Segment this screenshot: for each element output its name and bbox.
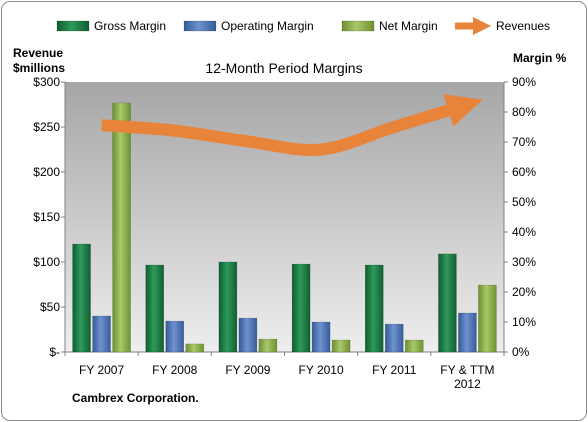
category-label-line: FY 2010 [299,363,344,377]
bar-operating-margin [238,317,258,353]
bar-gross-margin [365,264,384,353]
bar-operating-margin [458,312,477,353]
bar-net-margin [112,102,131,353]
category-label-line: FY & TTM [440,363,494,377]
right-tick-label: 50% [512,195,536,209]
category-label: FY 2008 [152,363,197,377]
bar-net-margin [185,343,204,353]
category-label-line: FY 2007 [79,363,124,377]
right-tick-label: 30% [512,255,536,269]
category-label-line: FY 2008 [152,363,197,377]
legend-label: Revenues [496,19,550,33]
legend-swatch-gross-margin [56,20,90,32]
left-tick-label: $300 [33,75,60,89]
bar-operating-margin [385,323,404,353]
left-axis-title-line: $millions [13,61,65,75]
category-label-line: FY 2011 [372,363,417,377]
category-label: FY 2010 [299,363,344,377]
bar-operating-margin [92,315,111,353]
left-tick-label: $50 [40,300,60,314]
axes: $- $50 $100 $150 $200 $250 $300 0% 10% 20% 30% 40% 5… [13,46,567,391]
legend-label: Net Margin [379,19,438,33]
category-label-line: FY 2009 [225,363,270,377]
bar-gross-margin [145,264,164,353]
bars [72,102,497,353]
legend-label: Operating Margin [221,19,314,33]
legend: Gross Margin Operating Margin Net Margin Re… [56,17,550,35]
left-axis-title: Revenue $millions [13,46,65,75]
bar-net-margin [405,339,424,353]
revenue-line-path [101,94,483,156]
legend-swatch-net-margin [341,20,375,32]
left-tick-label: $250 [33,120,60,134]
left-axis-title-line: Revenue [13,46,63,60]
chart-title: 12-Month Period Margins [205,60,362,76]
right-tick-label: 20% [512,285,536,299]
legend-swatch-operating-margin [183,20,217,32]
bar-operating-margin [165,320,184,353]
category-label: FY 2007 [79,363,124,377]
category-label: FY 2009 [225,363,270,377]
footer-company-name: Cambrex Corporation. [72,391,199,405]
left-tick-label: $150 [33,210,60,224]
bar-net-margin [331,339,351,353]
bar-gross-margin [72,243,91,353]
right-tick-label: 40% [512,225,536,239]
right-tick-label: 0% [512,345,530,359]
category-label-line: 2012 [454,377,481,391]
bar-net-margin [258,338,278,353]
left-tick-label: $100 [33,255,60,269]
bar-gross-margin [438,253,457,353]
bar-gross-margin [291,263,311,353]
bar-operating-margin [311,321,331,353]
left-tick-label: $- [49,345,60,359]
right-tick-label: 60% [512,165,536,179]
bar-net-margin [478,284,497,353]
category-label: FY 2011 [372,363,417,377]
right-tick-label: 70% [512,135,536,149]
revenue-line [101,94,483,156]
right-tick-label: 10% [512,315,536,329]
category-label: FY & TTM 2012 [440,363,494,391]
right-axis-title: Margin % [513,51,567,65]
right-tick-label: 80% [512,105,536,119]
bar-gross-margin [218,261,238,353]
legend-label: Gross Margin [94,19,166,33]
right-tick-label: 90% [512,75,536,89]
left-tick-label: $200 [33,165,60,179]
legend-arrow-icon [473,17,491,35]
